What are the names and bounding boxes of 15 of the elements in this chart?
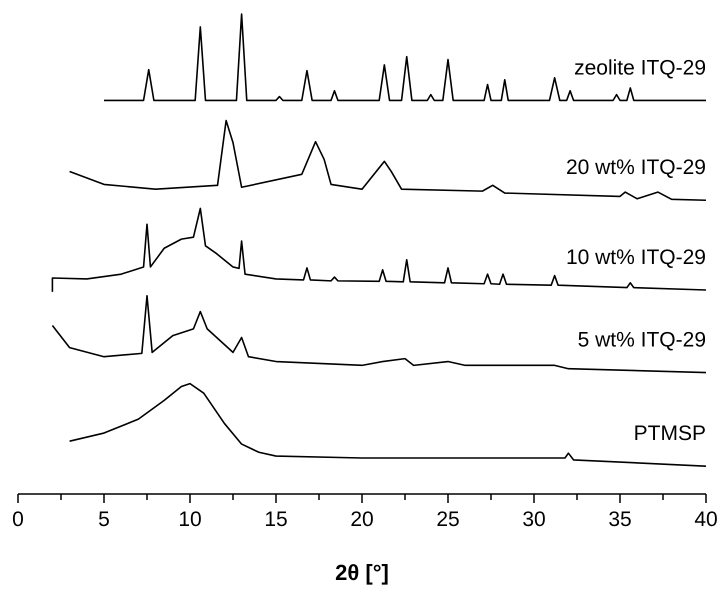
series-label: 5 wt% ITQ-29: [578, 328, 706, 352]
x-tick-label: 10: [178, 508, 202, 531]
series-label: 10 wt% ITQ-29: [566, 246, 706, 269]
x-tick-label: 0: [12, 508, 24, 531]
series-label: zeolite ITQ-29: [574, 56, 706, 80]
x-tick-label: 15: [264, 508, 288, 531]
x-tick-label: 35: [608, 508, 632, 531]
x-axis-title: 2θ [°]: [335, 560, 389, 585]
x-tick-label: 30: [522, 508, 546, 531]
x-tick-label: 20: [350, 508, 374, 531]
x-tick-label: 40: [694, 508, 718, 531]
x-tick-label: 25: [436, 508, 460, 531]
series-label: PTMSP: [634, 422, 706, 446]
series-label: 20 wt% ITQ-29: [566, 156, 706, 180]
x-tick-label: 5: [98, 508, 110, 531]
